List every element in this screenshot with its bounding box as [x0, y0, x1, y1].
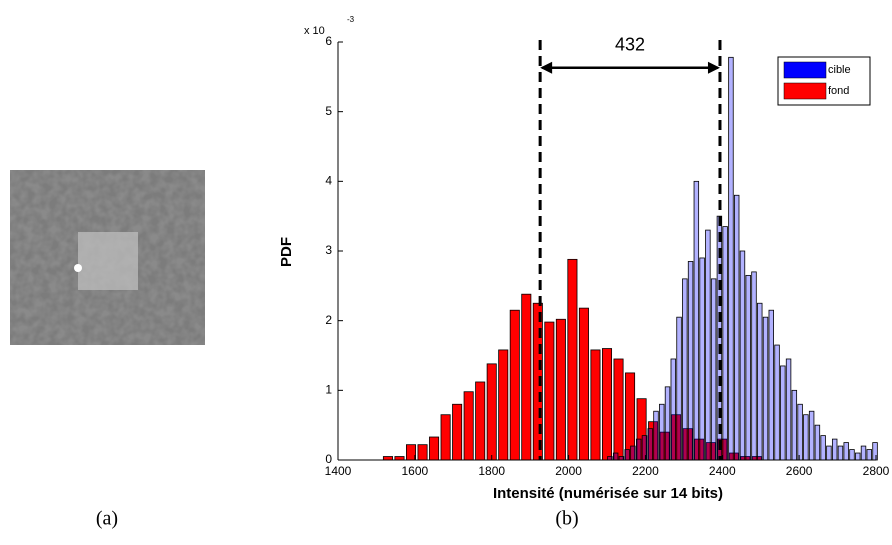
histogram-bar	[774, 344, 780, 461]
histogram-bar	[641, 435, 648, 461]
histogram-bar	[797, 403, 803, 461]
histogram-bar	[739, 250, 746, 461]
legend-swatch	[783, 82, 827, 100]
y-tick-label: 6	[325, 34, 332, 48]
histogram-bar	[509, 309, 520, 461]
histogram-bar	[463, 391, 474, 461]
panel-label: (b)	[555, 508, 578, 530]
histogram-bar	[745, 274, 751, 461]
histogram-bar	[785, 358, 792, 461]
histogram-bar	[762, 316, 769, 461]
x-tick-label: 1400	[325, 464, 352, 478]
histogram-bar	[475, 381, 486, 461]
histogram-bar	[578, 307, 589, 461]
histogram-bar	[647, 428, 653, 461]
histogram-bar	[567, 258, 578, 461]
histogram-bar	[860, 445, 867, 461]
histogram-bar	[866, 449, 872, 461]
histogram-bar	[814, 424, 821, 461]
histogram-bar	[544, 321, 555, 461]
x-tick-label: 2800	[863, 464, 890, 478]
histogram-bar	[849, 449, 855, 461]
arrow-head	[707, 61, 720, 74]
histogram-bar	[624, 449, 630, 461]
histogram-bar	[555, 318, 566, 461]
histogram-bar	[601, 348, 613, 461]
histogram-bar	[687, 261, 694, 461]
legend-label: fond	[828, 85, 849, 97]
y-exponent-base: x 10	[304, 25, 325, 37]
histogram-bar	[705, 229, 711, 461]
legend: cible fond	[777, 56, 871, 106]
histogram-bar	[417, 444, 428, 461]
annotation-label: 432	[615, 35, 645, 55]
histogram-bar	[791, 389, 798, 461]
histogram-bar	[406, 444, 417, 461]
histogram-bar	[635, 438, 642, 461]
arrow-head	[540, 61, 553, 74]
y-tick-label: 3	[325, 243, 332, 257]
y-tick-label: 0	[325, 452, 332, 466]
histogram-bar	[826, 445, 832, 461]
legend-label: cible	[828, 64, 851, 76]
histogram-bar	[676, 316, 682, 461]
histogram-bar	[521, 293, 532, 461]
histogram-bar	[440, 414, 451, 461]
y-axis-label: PDF	[278, 237, 295, 267]
x-axis-label: Intensité (numérisée sur 14 bits)	[493, 485, 723, 502]
histogram-bar	[820, 435, 826, 461]
histogram-bar	[452, 403, 463, 461]
histogram-bar	[630, 445, 636, 461]
histogram-bar	[733, 194, 740, 461]
histogram-bar	[699, 257, 705, 461]
histogram-bar	[664, 386, 671, 461]
histogram-bar	[612, 452, 619, 461]
histogram-bar	[768, 309, 774, 461]
x-tick-label: 2200	[632, 464, 659, 478]
histogram-bar	[710, 278, 717, 461]
x-tick-label: 2000	[555, 464, 582, 478]
histogram-bar	[429, 436, 440, 461]
x-tick-label: 1600	[402, 464, 429, 478]
histogram-bar	[486, 363, 497, 461]
x-tick-label: 2600	[786, 464, 813, 478]
x-tick-label: 1800	[478, 464, 505, 478]
legend-swatch	[783, 61, 827, 79]
histogram-bar	[670, 358, 676, 461]
histogram-bar	[382, 456, 393, 461]
y-tick-label: 2	[325, 313, 332, 327]
y-tick-label: 1	[325, 383, 332, 397]
histogram-bar	[757, 302, 763, 461]
y-exponent: -3	[347, 15, 355, 24]
histogram-bar	[872, 442, 878, 461]
histogram-bar	[780, 365, 786, 461]
histogram-bar	[855, 452, 861, 461]
histogram-bar	[728, 56, 734, 461]
histogram-bar	[590, 349, 601, 461]
histogram-bar	[653, 410, 659, 461]
histogram-bar	[843, 442, 849, 461]
histogram-bar	[613, 358, 624, 461]
y-tick-label: 5	[325, 104, 332, 118]
x-tick-label: 2400	[709, 464, 736, 478]
histogram-bar	[831, 438, 838, 461]
histogram-bar	[693, 180, 700, 461]
histogram-bar	[498, 349, 509, 461]
histogram-bar	[659, 403, 665, 461]
histogram-bar	[682, 278, 688, 461]
histogram-bar	[837, 445, 844, 461]
histogram-bar	[394, 456, 405, 461]
image-panel	[10, 170, 205, 345]
panel-label: (a)	[96, 508, 118, 530]
histogram-bar	[803, 414, 809, 461]
y-tick-label: 4	[325, 174, 332, 188]
histogram-bar	[607, 456, 613, 461]
histogram-bar	[722, 226, 728, 461]
histogram-bar	[808, 410, 815, 461]
histogram-bar	[618, 456, 625, 461]
histogram-bar	[751, 271, 757, 461]
